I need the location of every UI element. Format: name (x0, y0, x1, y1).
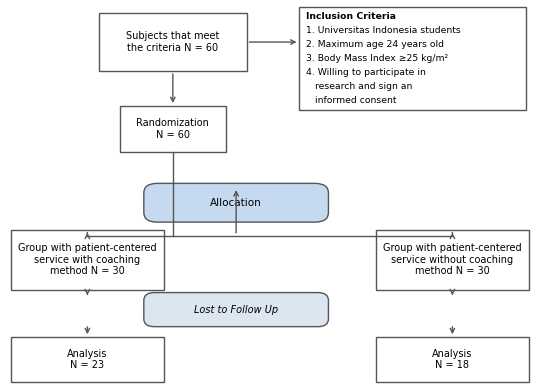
FancyBboxPatch shape (144, 292, 328, 327)
FancyBboxPatch shape (99, 13, 247, 71)
FancyBboxPatch shape (11, 337, 164, 382)
Text: Randomization
N = 60: Randomization N = 60 (137, 119, 210, 140)
Text: Lost to Follow Up: Lost to Follow Up (194, 305, 278, 315)
Text: research and sign an: research and sign an (306, 82, 412, 91)
Text: Analysis
N = 23: Analysis N = 23 (67, 349, 107, 370)
Text: Group with patient-centered
service with coaching
method N = 30: Group with patient-centered service with… (18, 243, 157, 277)
Text: Inclusion Criteria: Inclusion Criteria (306, 12, 396, 21)
Text: Analysis
N = 18: Analysis N = 18 (432, 349, 472, 370)
Text: 2. Maximum age 24 years old: 2. Maximum age 24 years old (306, 40, 444, 49)
FancyBboxPatch shape (300, 7, 526, 110)
Text: 3. Body Mass Index ≥25 kg/m²: 3. Body Mass Index ≥25 kg/m² (306, 54, 448, 63)
Text: Subjects that meet
the criteria N = 60: Subjects that meet the criteria N = 60 (126, 31, 220, 53)
FancyBboxPatch shape (120, 106, 226, 152)
Text: 4. Willing to participate in: 4. Willing to participate in (306, 68, 426, 77)
Text: Allocation: Allocation (210, 198, 262, 208)
FancyBboxPatch shape (376, 230, 529, 290)
FancyBboxPatch shape (11, 230, 164, 290)
Text: Group with patient-centered
service without coaching
method N = 30: Group with patient-centered service with… (383, 243, 522, 277)
FancyBboxPatch shape (376, 337, 529, 382)
Text: 1. Universitas Indonesia students: 1. Universitas Indonesia students (306, 26, 461, 35)
FancyBboxPatch shape (144, 183, 328, 222)
Text: informed consent: informed consent (306, 96, 396, 105)
